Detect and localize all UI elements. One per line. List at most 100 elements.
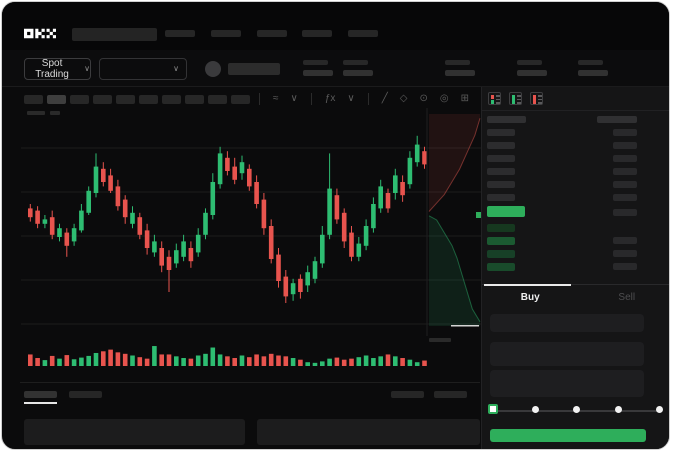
bottom-tab-orders[interactable] — [24, 391, 57, 398]
orderbook-bar — [613, 129, 637, 136]
chart-style-icon[interactable]: ≈ — [273, 93, 279, 104]
orderbook-bar — [487, 237, 515, 245]
chevron-down-icon: ∨ — [84, 64, 90, 73]
nav-item-1[interactable] — [165, 30, 195, 37]
timeframe-slot-5[interactable] — [116, 94, 135, 104]
volume-bar — [363, 355, 369, 366]
chevron-down-icon[interactable]: ∨ — [290, 93, 298, 104]
orderbook-bar — [613, 168, 637, 175]
candle-body — [130, 212, 135, 224]
order-price-field[interactable] — [490, 314, 644, 332]
nav-item-2[interactable] — [211, 30, 241, 37]
nav-item-3[interactable] — [257, 30, 287, 37]
book-combined-icon[interactable] — [488, 92, 501, 105]
ask-row[interactable] — [482, 126, 669, 139]
book-asks-icon[interactable] — [530, 92, 543, 105]
volume-bar — [166, 354, 172, 366]
chart-canvas[interactable] — [21, 108, 481, 370]
candle-body — [378, 186, 383, 209]
pair-selector-dropdown[interactable]: ∨ — [99, 58, 187, 80]
orderbook-header[interactable] — [482, 113, 669, 126]
book-bids-icon[interactable] — [509, 92, 522, 105]
slider-stop-4[interactable] — [656, 406, 663, 413]
trendline-icon[interactable]: ╱ — [381, 93, 388, 104]
slider-stop-1[interactable] — [531, 406, 539, 413]
timeframe-slot-2[interactable] — [47, 94, 66, 104]
tab-buy[interactable]: Buy — [482, 284, 579, 310]
timeframe-slot-1[interactable] — [24, 94, 43, 104]
candlestick-chart[interactable] — [21, 108, 481, 370]
candle-body — [35, 210, 40, 224]
candle-body — [203, 212, 208, 235]
candle-body — [188, 248, 194, 262]
volume-bar — [28, 354, 33, 366]
volume-bar — [188, 358, 194, 366]
order-total-field[interactable] — [490, 370, 644, 397]
indicators-icon[interactable]: ƒx — [324, 93, 336, 104]
tab-sell[interactable]: Sell — [579, 285, 670, 310]
volume-bar — [247, 357, 252, 366]
candle-body — [28, 208, 33, 218]
ask-row[interactable] — [482, 191, 669, 204]
buy-submit-button[interactable] — [490, 429, 646, 442]
volume-bar — [239, 355, 245, 366]
order-amount-field[interactable] — [490, 342, 644, 366]
bid-row[interactable] — [482, 247, 669, 260]
timeframe-slot-3[interactable] — [70, 94, 89, 104]
volume-bar — [305, 362, 310, 366]
ask-row[interactable] — [482, 178, 669, 191]
compare-icon[interactable]: ◇ — [399, 93, 408, 104]
bottom-tab-history[interactable] — [69, 391, 102, 398]
timeframe-slot-7[interactable] — [162, 94, 181, 104]
candle-body — [320, 234, 325, 264]
ask-row[interactable] — [482, 139, 669, 152]
candle-body — [152, 241, 157, 253]
timeframe-slot-6[interactable] — [139, 94, 158, 104]
bid-row[interactable] — [482, 260, 669, 273]
volume-bar — [320, 361, 325, 366]
candle-body — [254, 182, 259, 204]
last-price-row[interactable] — [482, 204, 669, 221]
ask-row[interactable] — [482, 165, 669, 178]
ask-row[interactable] — [482, 152, 669, 165]
orderbook-bar — [487, 206, 525, 217]
bottom-tab-right-2[interactable] — [434, 391, 467, 398]
candle-body — [144, 230, 150, 248]
candle-body — [217, 153, 223, 185]
timeframe-slot-9[interactable] — [208, 94, 227, 104]
depth-last-price-tick — [476, 212, 481, 218]
volume-bar — [393, 356, 398, 366]
nav-item-4[interactable] — [302, 30, 332, 37]
volume-bar — [115, 352, 121, 366]
candle-body — [49, 217, 55, 235]
candle-body — [363, 226, 369, 246]
bottom-tab-right-1[interactable] — [391, 391, 424, 398]
settings-icon[interactable]: ◎ — [439, 93, 449, 104]
fullscreen-icon[interactable]: ⊞ — [460, 93, 469, 104]
candle-body — [312, 261, 318, 279]
bid-row[interactable] — [482, 221, 669, 234]
volume-bar — [422, 360, 427, 366]
volume-bar — [283, 356, 289, 366]
volume-bar — [349, 358, 354, 366]
orderbook-bar — [487, 168, 515, 175]
nav-search-placeholder[interactable] — [72, 28, 157, 41]
snapshot-icon[interactable]: ⊙ — [419, 93, 428, 104]
volume-bar — [276, 355, 281, 366]
timeframe-slot-4[interactable] — [93, 94, 112, 104]
bottom-section-divider — [20, 382, 480, 383]
candle-body — [159, 248, 164, 266]
volume-bar — [152, 346, 157, 366]
slider-stop-2[interactable] — [573, 406, 580, 413]
bid-row[interactable] — [482, 234, 669, 247]
okx-logo[interactable] — [24, 27, 56, 40]
chevron-down-icon[interactable]: ∨ — [347, 93, 355, 104]
timeframe-slot-10[interactable] — [231, 94, 250, 104]
timeframe-slot-8[interactable] — [185, 94, 204, 104]
slider-handle[interactable] — [488, 404, 498, 414]
market-type-selector[interactable]: Spot Trading ∨ — [24, 58, 91, 80]
orderbook-bar — [487, 116, 526, 123]
volume-bar — [93, 352, 99, 366]
nav-item-5[interactable] — [348, 30, 378, 37]
slider-stop-3[interactable] — [614, 406, 622, 413]
